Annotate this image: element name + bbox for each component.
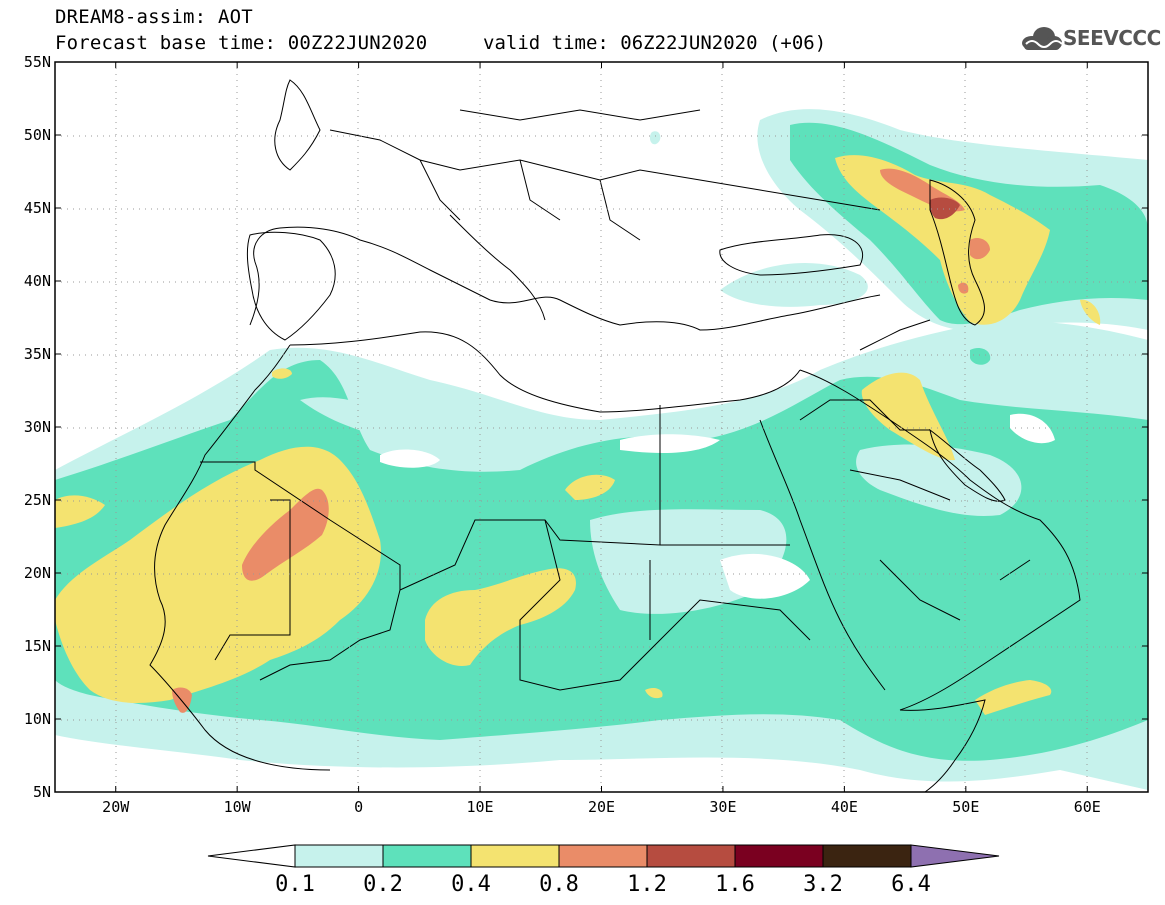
lon-tick-label: 40E xyxy=(831,798,858,816)
colorbar-swatch xyxy=(382,844,472,868)
lat-tick-label: 5N xyxy=(33,783,51,801)
valid-time: valid time: 06Z22JUN2020 (+06) xyxy=(483,32,827,54)
colorbar-over-triangle xyxy=(910,844,1000,868)
colorbar-swatch xyxy=(294,844,384,868)
coastline-caspian xyxy=(929,179,985,326)
coastline-africa-north xyxy=(289,331,801,413)
colorbar-label: 1.2 xyxy=(627,872,667,897)
lat-axis: 55N 50N 45N 40N 35N 30N 25N 20N 15N 10N 5N xyxy=(24,53,1148,801)
colorbar-swatch xyxy=(646,844,736,868)
lon-tick-label: 10E xyxy=(467,798,494,816)
border-europe xyxy=(329,109,881,241)
lon-tick-label: 50E xyxy=(952,798,979,816)
lat-tick-label: 35N xyxy=(24,345,51,363)
coastline-somalia xyxy=(899,699,986,792)
colorbar-swatch xyxy=(470,844,560,868)
contour-0.4-yemen xyxy=(975,680,1052,715)
cloud-icon xyxy=(1022,27,1063,50)
lat-tick-label: 25N xyxy=(24,491,51,509)
colorbar-label: 1.6 xyxy=(715,872,755,897)
contour-0.1-patch xyxy=(649,131,661,145)
border-mideast xyxy=(799,319,1031,621)
colorbar-swatch xyxy=(558,844,648,868)
contour-0.8-caspian2 xyxy=(970,238,990,260)
contour-0.1-hole1 xyxy=(300,397,560,449)
forecast-base-time: Forecast base time: 00Z22JUN2020 xyxy=(55,32,428,54)
lon-axis: 20W 10W 0 10E 20E 30E 40E 50E 60E xyxy=(102,62,1101,816)
lon-tick-label: 0 xyxy=(354,798,363,816)
border-sahel xyxy=(259,519,811,691)
logo-text: SEEVCCC xyxy=(1063,26,1161,50)
contour-0.2-dot xyxy=(970,348,991,365)
contour-0.8-caspian3 xyxy=(958,282,969,294)
contour-white-hole3 xyxy=(620,434,720,453)
lat-tick-label: 50N xyxy=(24,126,51,144)
contour-white-hole1 xyxy=(380,449,440,468)
colorbar-label: 0.4 xyxy=(451,872,491,897)
map-title: DREAM8-assim: AOT xyxy=(55,6,253,28)
coastlines xyxy=(149,79,1081,792)
contour-white-hole2 xyxy=(720,553,810,599)
lon-tick-label: 30E xyxy=(709,798,736,816)
contour-0.4-libya xyxy=(565,474,615,500)
graticule xyxy=(55,62,1148,792)
lat-tick-label: 30N xyxy=(24,418,51,436)
coastline-red-sea xyxy=(759,419,886,691)
lat-tick-label: 45N xyxy=(24,199,51,217)
lat-tick-label: 10N xyxy=(24,710,51,728)
lat-tick-label: 15N xyxy=(24,637,51,655)
border-sahara xyxy=(200,405,790,661)
contour-0.4-caspian xyxy=(835,155,1050,325)
colorbar-under-triangle xyxy=(207,844,296,868)
lon-tick-label: 60E xyxy=(1074,798,1101,816)
colorbar-label: 0.8 xyxy=(539,872,579,897)
contour-white-hole4 xyxy=(1010,413,1055,444)
contour-0.4-chad xyxy=(425,568,576,666)
coastline-africa-west xyxy=(149,344,331,771)
contour-0.4-morocco xyxy=(272,368,292,379)
coastline-uk xyxy=(274,79,321,171)
lon-tick-label: 20E xyxy=(588,798,615,816)
contour-1.2-caspian xyxy=(929,197,960,220)
lat-tick-label: 55N xyxy=(24,53,51,71)
contour-0.4-senegal xyxy=(55,495,105,528)
colorbar-label: 3.2 xyxy=(803,872,843,897)
contour-0.1-turkey xyxy=(720,263,868,307)
coastline-italy xyxy=(449,214,546,321)
lon-tick-label: 10W xyxy=(224,798,252,816)
colorbar-label: 0.2 xyxy=(363,872,403,897)
coastline-black-sea xyxy=(719,234,863,276)
colorbar-swatch xyxy=(822,844,912,868)
colorbar-swatch xyxy=(734,844,824,868)
colorbar-label: 0.1 xyxy=(275,872,315,897)
contour-0.4-small2 xyxy=(1080,299,1101,325)
colorbar: 0.1 0.2 0.4 0.8 1.2 1.6 3.2 6.4 xyxy=(207,844,1000,897)
coastline-iberia xyxy=(246,231,336,341)
contour-0.8-mauritania xyxy=(242,488,329,581)
contour-0.1-hole3 xyxy=(856,444,1022,516)
contour-0.4-small1 xyxy=(645,687,663,699)
coastline-europe xyxy=(249,226,881,331)
lat-tick-label: 20N xyxy=(24,564,51,582)
lon-tick-label: 20W xyxy=(102,798,130,816)
colorbar-label: 6.4 xyxy=(891,872,931,897)
lat-tick-label: 40N xyxy=(24,272,51,290)
